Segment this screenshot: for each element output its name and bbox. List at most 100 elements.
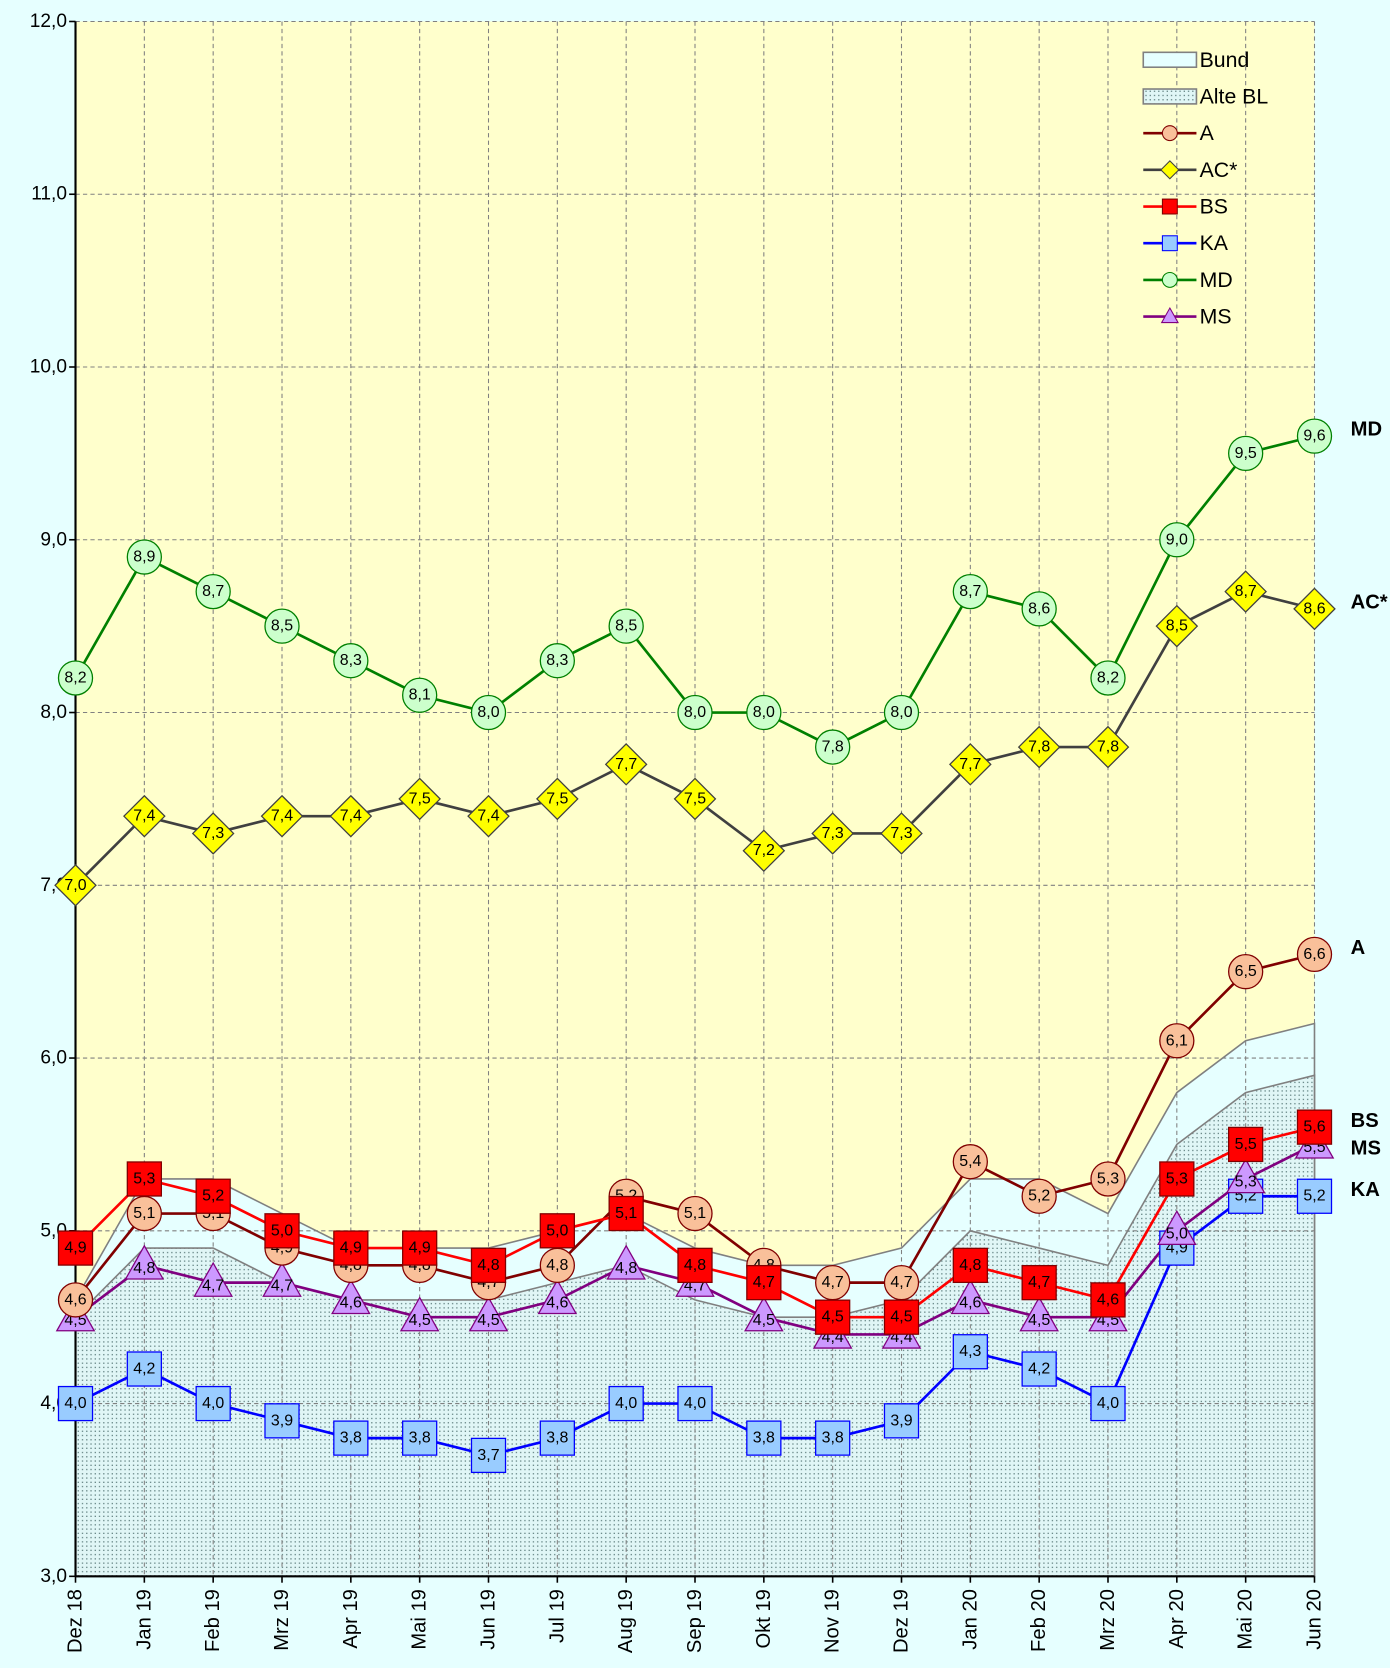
marker — [539, 643, 575, 679]
data-label: 4,9 — [409, 1240, 431, 1257]
end-label: BS — [1351, 1110, 1379, 1132]
data-label: 8,7 — [959, 583, 981, 600]
data-label: 5,3 — [133, 1170, 155, 1187]
data-label: 4,3 — [959, 1343, 981, 1360]
marker — [883, 1299, 920, 1335]
data-label: 4,5 — [890, 1309, 912, 1326]
data-label: 4,7 — [822, 1274, 844, 1291]
marker — [1021, 1351, 1057, 1387]
x-tick-label: Apr 19 — [340, 1589, 362, 1648]
data-label: 7,5 — [409, 790, 431, 807]
marker — [1159, 522, 1195, 558]
data-label: 8,6 — [1028, 600, 1050, 617]
data-label: 8,2 — [1097, 669, 1119, 686]
data-label: 7,4 — [340, 808, 362, 825]
data-label: 7,3 — [890, 825, 912, 842]
data-label: 8,1 — [409, 687, 431, 704]
data-label: 7,4 — [477, 808, 499, 825]
marker — [57, 1385, 94, 1422]
data-label: 4,5 — [409, 1312, 431, 1329]
marker — [1019, 1296, 1059, 1332]
data-label: 4,8 — [615, 1260, 637, 1277]
data-label: 6,1 — [1166, 1032, 1188, 1049]
marker — [331, 1279, 371, 1315]
marker — [193, 1261, 233, 1297]
end-label: A — [1351, 937, 1366, 959]
data-label: 5,2 — [1028, 1188, 1050, 1205]
x-tick-label: Mrz 19 — [271, 1589, 293, 1651]
data-label: 4,8 — [477, 1257, 499, 1274]
marker — [744, 1296, 784, 1332]
marker — [262, 1261, 302, 1297]
marker — [1090, 660, 1126, 696]
marker — [195, 573, 231, 610]
marker — [1228, 954, 1264, 990]
data-label: 7,3 — [202, 825, 224, 842]
marker — [815, 1420, 851, 1456]
data-label: 7,8 — [822, 739, 844, 756]
marker — [467, 794, 510, 838]
marker — [746, 694, 782, 731]
data-label: 4,7 — [890, 1274, 912, 1291]
y-tick-label: 12,0 — [30, 11, 67, 32]
data-label: 5,2 — [1303, 1188, 1325, 1205]
data-label: 8,5 — [271, 618, 293, 635]
marker — [333, 1230, 369, 1266]
marker — [124, 1244, 165, 1280]
marker — [1296, 936, 1333, 973]
marker — [1157, 1209, 1197, 1246]
data-label: 4,8 — [959, 1257, 981, 1274]
marker — [195, 1385, 231, 1422]
marker — [402, 1230, 438, 1266]
marker — [468, 1296, 509, 1332]
legend-marker — [1161, 125, 1178, 142]
data-label: 7,2 — [753, 842, 775, 859]
data-label: 8,7 — [202, 583, 224, 600]
data-label: 4,7 — [202, 1277, 224, 1294]
marker — [1228, 435, 1264, 472]
marker — [264, 608, 300, 644]
legend-marker — [1160, 306, 1179, 324]
marker — [606, 1244, 646, 1280]
x-tick-label: Jul 19 — [546, 1589, 568, 1643]
data-label: 7,4 — [271, 808, 293, 825]
legend-label: MD — [1200, 268, 1233, 292]
marker — [815, 729, 851, 765]
data-label: 8,5 — [1166, 618, 1188, 635]
marker — [333, 643, 369, 679]
marker — [57, 1282, 94, 1318]
data-label: 5,6 — [1303, 1119, 1325, 1136]
marker — [883, 1403, 920, 1439]
marker — [539, 1420, 575, 1456]
data-label: 7,5 — [546, 790, 568, 807]
x-tick-label: Jan 20 — [959, 1589, 981, 1650]
x-tick-label: Mai 20 — [1235, 1589, 1257, 1650]
end-label: KA — [1351, 1179, 1381, 1201]
data-label: 5,4 — [959, 1153, 981, 1170]
data-label: 8,5 — [615, 618, 637, 635]
x-tick-label: Mrz 20 — [1097, 1589, 1119, 1651]
marker — [1159, 1161, 1195, 1197]
marker — [604, 743, 648, 786]
legend-label: MS — [1200, 305, 1232, 329]
marker — [883, 694, 920, 731]
marker — [264, 1213, 300, 1249]
marker — [949, 743, 992, 786]
marker — [746, 1420, 782, 1456]
data-label: 4,6 — [546, 1295, 568, 1312]
data-label: 3,8 — [546, 1430, 568, 1447]
marker — [402, 1420, 438, 1456]
data-label: 4,0 — [615, 1395, 637, 1412]
x-tick-label: Aug 19 — [615, 1589, 637, 1653]
x-tick-label: Mai 19 — [409, 1589, 431, 1650]
data-label: 4,0 — [684, 1395, 706, 1412]
marker — [126, 1161, 162, 1197]
marker — [399, 1296, 440, 1332]
marker — [54, 863, 97, 907]
x-tick-label: Feb 20 — [1028, 1589, 1050, 1652]
marker — [264, 1403, 300, 1439]
data-label: 9,5 — [1235, 445, 1257, 462]
x-tick-label: Feb 19 — [202, 1589, 224, 1652]
data-label: 4,5 — [477, 1312, 499, 1329]
